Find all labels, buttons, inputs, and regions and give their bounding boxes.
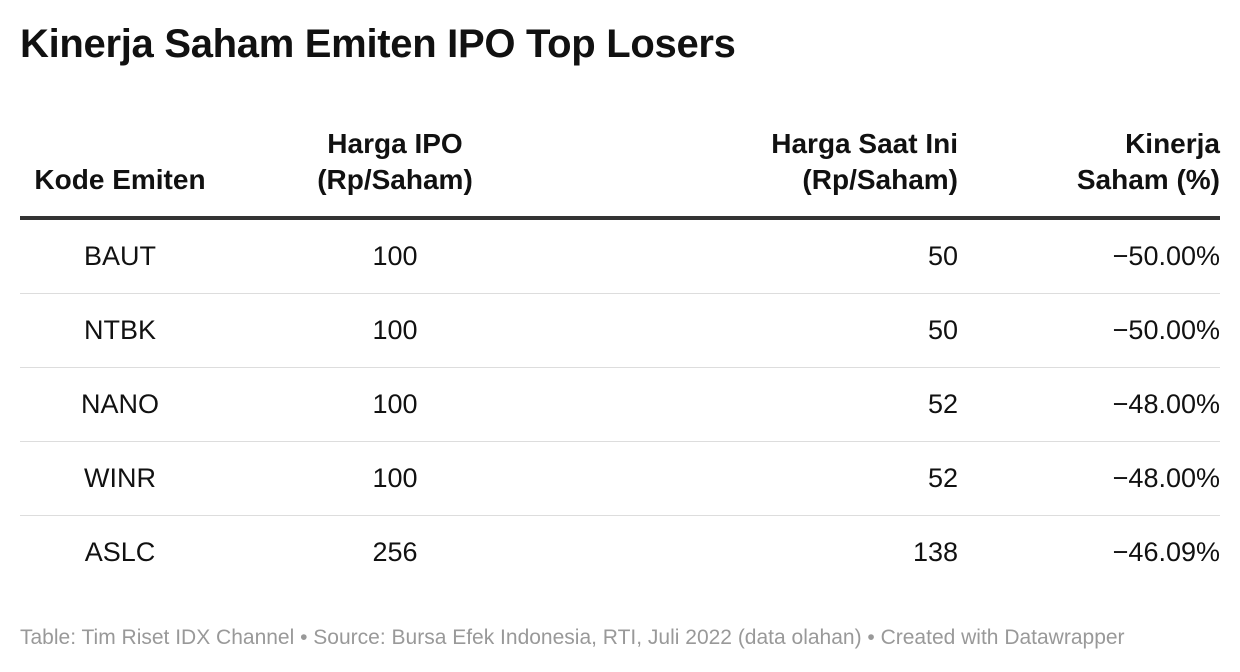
header-kode-emiten: Kode Emiten <box>20 122 220 220</box>
cell-harga-ipo: 256 <box>372 537 418 567</box>
cell-kode-emiten: WINR <box>20 441 220 516</box>
cell-kode-emiten: NTBK <box>20 293 220 368</box>
column-header-line: Kinerja <box>1125 128 1220 159</box>
column-header-line: Kode Emiten <box>34 164 206 195</box>
column-header-line: (Rp/Saham) <box>317 164 473 195</box>
cell-kode-emiten: ASLC <box>84 537 156 567</box>
cell-kinerja-saham: −48.00% <box>958 367 1220 442</box>
header-kinerja-saham: Kinerja Saham (%) <box>958 122 1220 220</box>
cell-harga-saat-ini: 50 <box>540 218 958 294</box>
cell-kinerja-saham: −50.00% <box>958 218 1220 294</box>
header-row: Kode Emiten Harga IPO (Rp/Saham) Harga Saat… <box>20 122 1220 220</box>
cell-kode-emiten: NANO <box>20 367 220 442</box>
cell-harga-saat-ini: 52 <box>540 441 958 516</box>
header-harga-saat-ini: Harga Saat Ini (Rp/Saham) <box>540 122 958 220</box>
data-table: Kode Emiten Harga IPO (Rp/Saham) Harga Saat… <box>20 122 1220 589</box>
table-header: Kode Emiten Harga IPO (Rp/Saham) Harga Saat… <box>20 122 1220 220</box>
cell-harga-ipo: 100 <box>220 293 540 368</box>
footer-note: Table: Tim Riset IDX Channel • Source: B… <box>20 626 1125 649</box>
cell-harga-ipo: 100 <box>220 218 540 294</box>
table-row: NANO 100 52 −48.00% <box>20 367 1220 442</box>
column-header-line: (Rp/Saham) <box>802 164 958 195</box>
column-header-line: Harga IPO <box>327 128 463 159</box>
cell-kode-emiten: BAUT <box>20 218 220 294</box>
cell-harga-ipo: 100 <box>220 441 540 516</box>
table-row: NTBK 100 50 −50.00% <box>20 293 1220 368</box>
cell-kinerja-saham: −46.09% <box>1112 537 1220 567</box>
table-body: BAUT 100 50 −50.00% NTBK 100 50 −50.00% NANO 100 5… <box>20 218 1220 589</box>
table-row: WINR 100 52 −48.00% <box>20 441 1220 516</box>
column-header-line: Harga Saat Ini <box>771 128 958 159</box>
cell-kinerja-saham: −48.00% <box>958 441 1220 516</box>
cell-harga-saat-ini: 138 <box>912 537 958 567</box>
column-header-line: Saham (%) <box>1076 164 1220 195</box>
header-harga-ipo: Harga IPO (Rp/Saham) <box>220 122 540 220</box>
cell-harga-saat-ini: 52 <box>540 367 958 442</box>
cell-kinerja-saham: −50.00% <box>958 293 1220 368</box>
cell-harga-saat-ini: 50 <box>540 293 958 368</box>
page-title: Kinerja Saham Emiten IPO Top Losers <box>20 22 736 66</box>
cell-harga-ipo: 100 <box>220 367 540 442</box>
table-row: BAUT 100 50 −50.00% <box>20 218 1220 294</box>
table-row: ASLC 256 138 −46.09% <box>20 516 1220 590</box>
